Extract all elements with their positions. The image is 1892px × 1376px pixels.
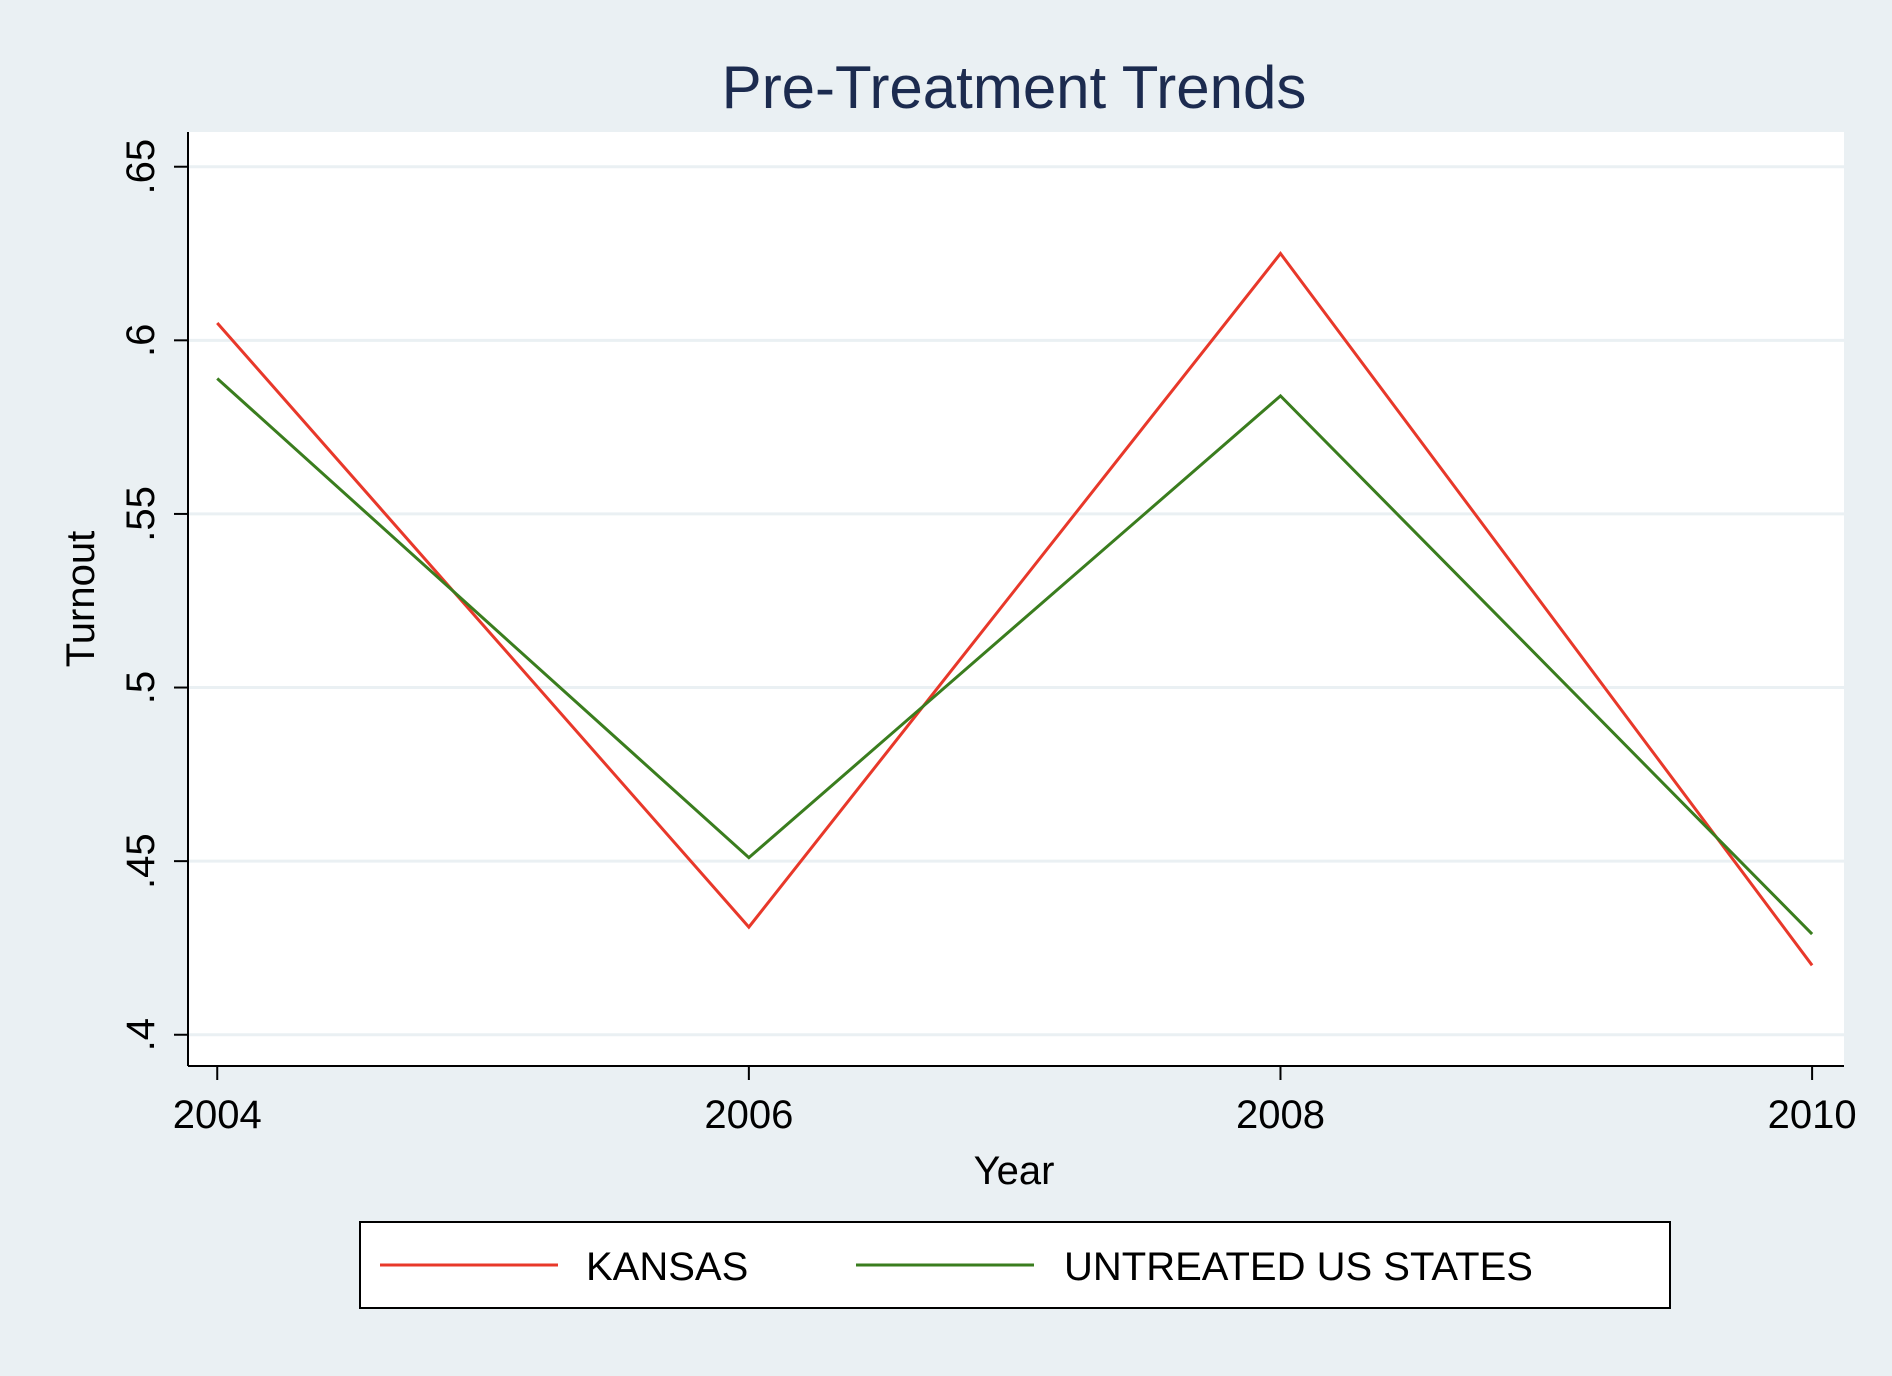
x-axis-title: Year	[974, 1149, 1055, 1193]
series-line-1	[216, 377, 1814, 936]
legend-label: UNTREATED US STATES	[1064, 1245, 1533, 1289]
y-tick-label: .6	[119, 324, 163, 357]
chart-title: Pre-Treatment Trends	[722, 54, 1307, 121]
y-tick-label: .65	[119, 139, 163, 195]
y-tick-label: .45	[119, 833, 163, 889]
y-axis-title: Turnout	[59, 531, 103, 667]
y-tick-label: .5	[119, 671, 163, 704]
plot-area	[188, 132, 1844, 1066]
legend-label: KANSAS	[586, 1245, 748, 1289]
series-line-0	[216, 251, 1814, 967]
x-tick-label: 2006	[704, 1093, 793, 1137]
y-tick-label: .55	[119, 486, 163, 542]
x-tick-label: 2010	[1768, 1093, 1857, 1137]
legend: KANSAS UNTREATED US STATES	[359, 1221, 1671, 1309]
x-tick-label: 2008	[1236, 1093, 1325, 1137]
x-tick-label: 2004	[173, 1093, 262, 1137]
y-tick-label: .4	[119, 1018, 163, 1051]
